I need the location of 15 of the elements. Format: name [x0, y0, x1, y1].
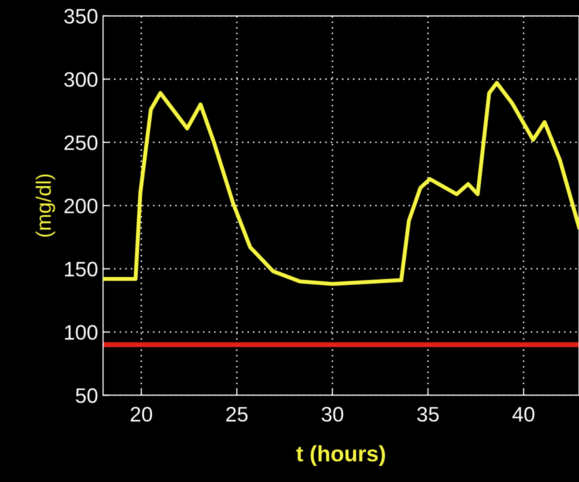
line-series: [103, 80, 579, 286]
x-axis-title: t (hours): [296, 445, 385, 466]
y-tick-label: 350: [64, 8, 98, 24]
x-tick-label: 20: [130, 406, 152, 422]
y-tick-label: 300: [64, 72, 98, 87]
y-tick-label: 200: [64, 198, 98, 214]
x-tick-label: 30: [322, 406, 344, 422]
y-axis-title: (mg/dl): [36, 174, 56, 237]
x-tick-label: 25: [226, 406, 248, 422]
x-tick-label: 40: [512, 406, 534, 422]
x-tick-label: 35: [417, 406, 439, 422]
y-tick-label: 50: [76, 388, 98, 403]
y-tick-label: 250: [64, 135, 98, 150]
y-tick-label: 150: [65, 262, 98, 277]
y-tick-label: 100: [65, 325, 98, 340]
